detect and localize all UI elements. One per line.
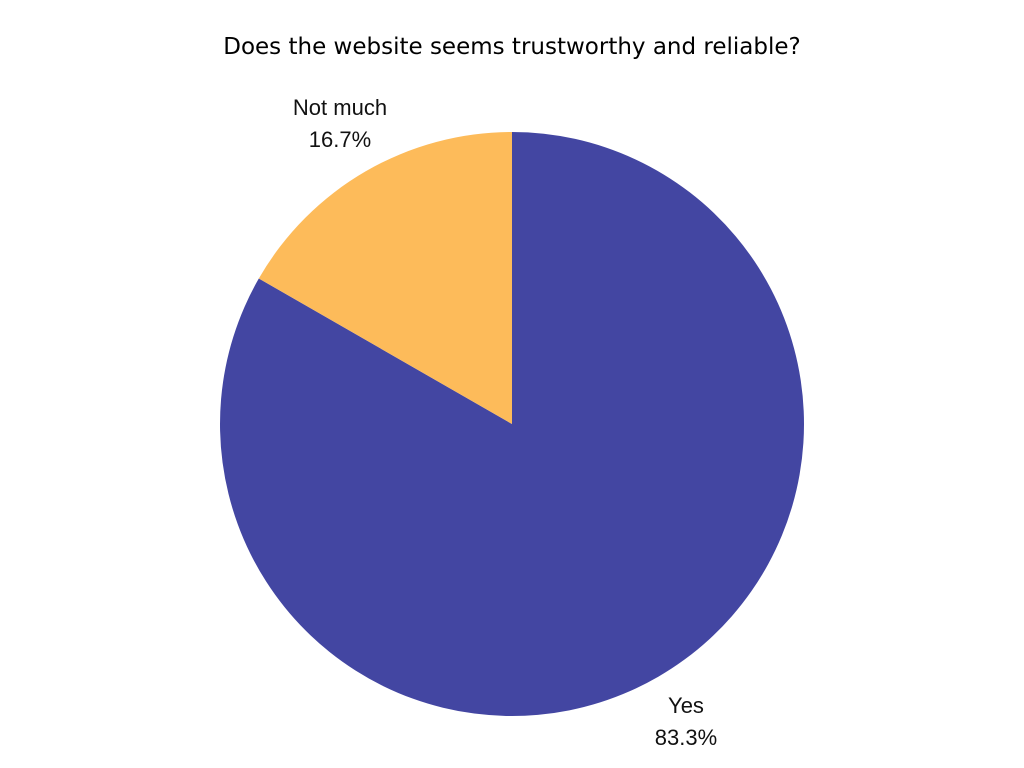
slice-label-percent: 16.7% bbox=[309, 127, 371, 152]
slice-label-percent: 83.3% bbox=[655, 725, 717, 750]
pie-slice-yes bbox=[220, 132, 805, 716]
slice-label-category: Not much bbox=[293, 95, 387, 120]
pie-labels: Yes 83.3% Not much 16.7% bbox=[293, 95, 717, 750]
pie-slice-not-much bbox=[258, 132, 512, 424]
slice-label-category: Yes bbox=[668, 693, 704, 718]
pie-slices bbox=[220, 132, 805, 716]
chart-title: Does the website seems trustworthy and r… bbox=[223, 34, 801, 60]
